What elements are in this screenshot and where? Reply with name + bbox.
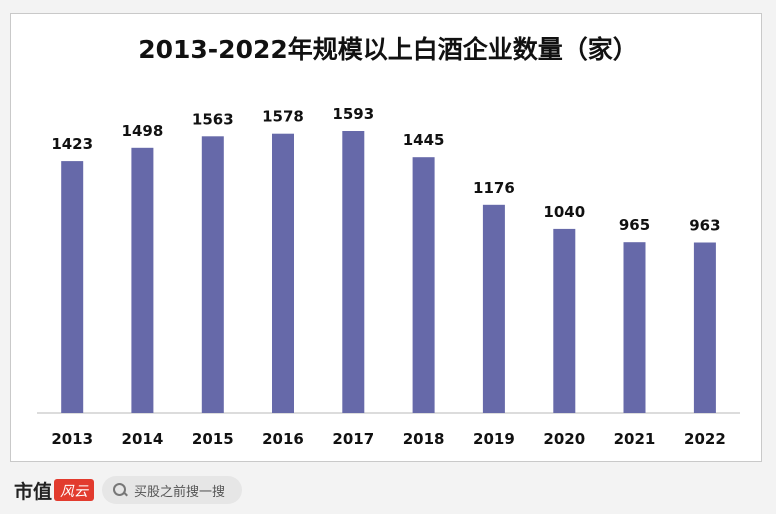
x-tick-2017: 2017 xyxy=(332,430,374,448)
x-tick-2022: 2022 xyxy=(684,430,726,448)
bar-2017 xyxy=(342,131,365,413)
logo-badge-text: 风云 xyxy=(60,484,89,500)
bar-2022 xyxy=(693,242,716,413)
data-label-2013: 1423 xyxy=(51,135,93,153)
data-label-2014: 1498 xyxy=(122,122,164,140)
x-tick-2020: 2020 xyxy=(543,430,585,448)
search-box[interactable]: 买股之前搜一搜 xyxy=(102,476,242,504)
bar-chart: 1423 1498 1563 1578 1593 1445 1176 1040 965 963 2… xyxy=(37,105,740,448)
x-tick-labels-group: 2013 2014 2015 2016 2017 2018 2019 2020 2021 2022 xyxy=(51,430,725,448)
data-label-2019: 1176 xyxy=(473,179,515,197)
footer-bar: 市值 风云 买股之前搜一搜 xyxy=(0,472,776,508)
bar-2014 xyxy=(131,147,154,414)
bar-2021 xyxy=(623,242,646,413)
value-labels-group: 1423 1498 1563 1578 1593 1445 1176 1040 965 963 xyxy=(51,105,720,235)
chart-title: 2013-2022年规模以上白酒企业数量（家） xyxy=(138,35,638,64)
data-label-2017: 1593 xyxy=(332,105,374,123)
x-tick-2019: 2019 xyxy=(473,430,515,448)
bar-2019 xyxy=(482,204,505,413)
bars-group xyxy=(61,131,716,414)
data-label-2020: 1040 xyxy=(543,203,585,221)
data-label-2015: 1563 xyxy=(192,110,234,128)
x-tick-2013: 2013 xyxy=(51,430,93,448)
data-label-2021: 965 xyxy=(619,216,650,234)
bar-2015 xyxy=(201,136,224,414)
bar-2013 xyxy=(61,161,84,413)
search-icon xyxy=(112,482,128,498)
bar-2020 xyxy=(553,228,576,413)
x-tick-2016: 2016 xyxy=(262,430,304,448)
x-tick-2015: 2015 xyxy=(192,430,234,448)
x-tick-2018: 2018 xyxy=(403,430,445,448)
x-tick-2014: 2014 xyxy=(122,430,164,448)
bar-2016 xyxy=(272,133,294,413)
data-label-2018: 1445 xyxy=(403,131,445,149)
bar-2018 xyxy=(412,157,435,413)
logo-text: 市值 xyxy=(14,480,53,503)
data-label-2022: 963 xyxy=(689,217,720,235)
search-placeholder: 买股之前搜一搜 xyxy=(134,484,226,500)
logo-badge: 风云 xyxy=(54,479,95,501)
x-tick-2021: 2021 xyxy=(614,430,656,448)
data-label-2016: 1578 xyxy=(262,108,304,126)
brand-logo[interactable]: 市值 风云 xyxy=(14,476,95,504)
